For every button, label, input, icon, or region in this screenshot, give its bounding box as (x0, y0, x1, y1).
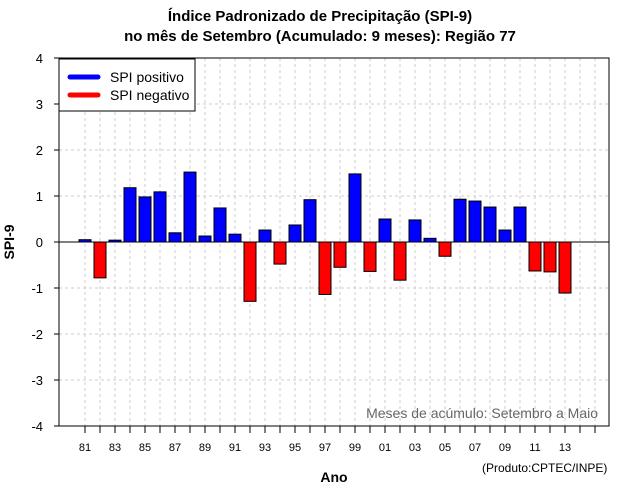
bar-2011 (528, 241, 542, 272)
bar-1997 (318, 241, 332, 295)
x-axis-label: Ano (320, 469, 347, 485)
bar-1987 (168, 232, 182, 243)
bar-1996 (303, 199, 317, 243)
bar-1995 (288, 224, 302, 243)
x-tick-label: 97 (319, 442, 331, 454)
bar-2004 (423, 237, 437, 243)
x-tick-label: 01 (379, 442, 391, 454)
y-tick-label: -3 (31, 373, 43, 388)
x-tick-label: 13 (559, 442, 571, 454)
y-tick-label: 2 (36, 143, 43, 158)
bar-2013 (558, 241, 572, 294)
y-tick-label: 4 (36, 51, 43, 66)
x-tick-label: 91 (229, 442, 241, 454)
bar-2006 (453, 198, 467, 243)
x-tick-label: 95 (289, 442, 301, 454)
x-tick-label: 09 (499, 442, 511, 454)
chart-title: Índice Padronizado de Precipitação (SPI-… (167, 8, 473, 25)
bar-2002 (393, 241, 407, 281)
bar-1985 (138, 196, 152, 243)
source-credit: (Produto:CPTEC/INPE) (482, 461, 608, 475)
legend-box (58, 58, 196, 112)
y-tick-label: -2 (31, 327, 43, 342)
x-tick-label: 11 (529, 442, 540, 454)
legend-label-negative: SPI negativo (110, 87, 190, 103)
x-tick-label: 03 (409, 442, 421, 454)
bar-1994 (273, 241, 287, 265)
bar-1993 (258, 229, 272, 243)
x-tick-label: 07 (469, 442, 481, 454)
bar-1998 (333, 241, 347, 268)
y-tick-label: 1 (36, 189, 43, 204)
bar-1999 (348, 173, 362, 243)
bar-1984 (123, 187, 137, 243)
bar-2005 (438, 241, 452, 257)
y-tick-label: 0 (36, 235, 43, 250)
y-tick-label: 3 (36, 97, 43, 112)
x-tick-label: 89 (199, 442, 211, 454)
bar-2009 (498, 229, 512, 243)
chart-subtitle: no mês de Setembro (Acumulado: 9 meses):… (124, 28, 516, 45)
bar-1986 (153, 191, 167, 243)
x-tick-label: 83 (109, 442, 121, 454)
bar-1989 (198, 235, 212, 243)
bar-1991 (228, 233, 242, 243)
bar-2001 (378, 218, 392, 243)
bar-2007 (468, 200, 482, 243)
y-axis-label: SPI-9 (1, 224, 17, 259)
x-tick-label: 05 (439, 442, 451, 454)
x-tick-label: 85 (139, 442, 151, 454)
y-tick-label: -4 (31, 419, 43, 434)
x-tick-label: 93 (259, 442, 271, 454)
bar-1992 (243, 241, 257, 302)
legend-label-positive: SPI positivo (110, 69, 184, 85)
x-tick-label: 99 (349, 442, 361, 454)
annotation-text: Meses de acúmulo: Setembro a Maio (366, 405, 598, 421)
bar-2003 (408, 219, 422, 243)
bar-1988 (183, 171, 197, 243)
x-tick-label: 87 (169, 442, 181, 454)
bar-2000 (363, 241, 377, 272)
bar-2010 (513, 206, 527, 243)
y-tick-label: -1 (31, 281, 43, 296)
bar-1982 (93, 241, 107, 279)
bar-2012 (543, 241, 557, 273)
bar-2008 (483, 206, 497, 243)
bar-1990 (213, 207, 227, 243)
x-tick-label: 81 (79, 442, 91, 454)
